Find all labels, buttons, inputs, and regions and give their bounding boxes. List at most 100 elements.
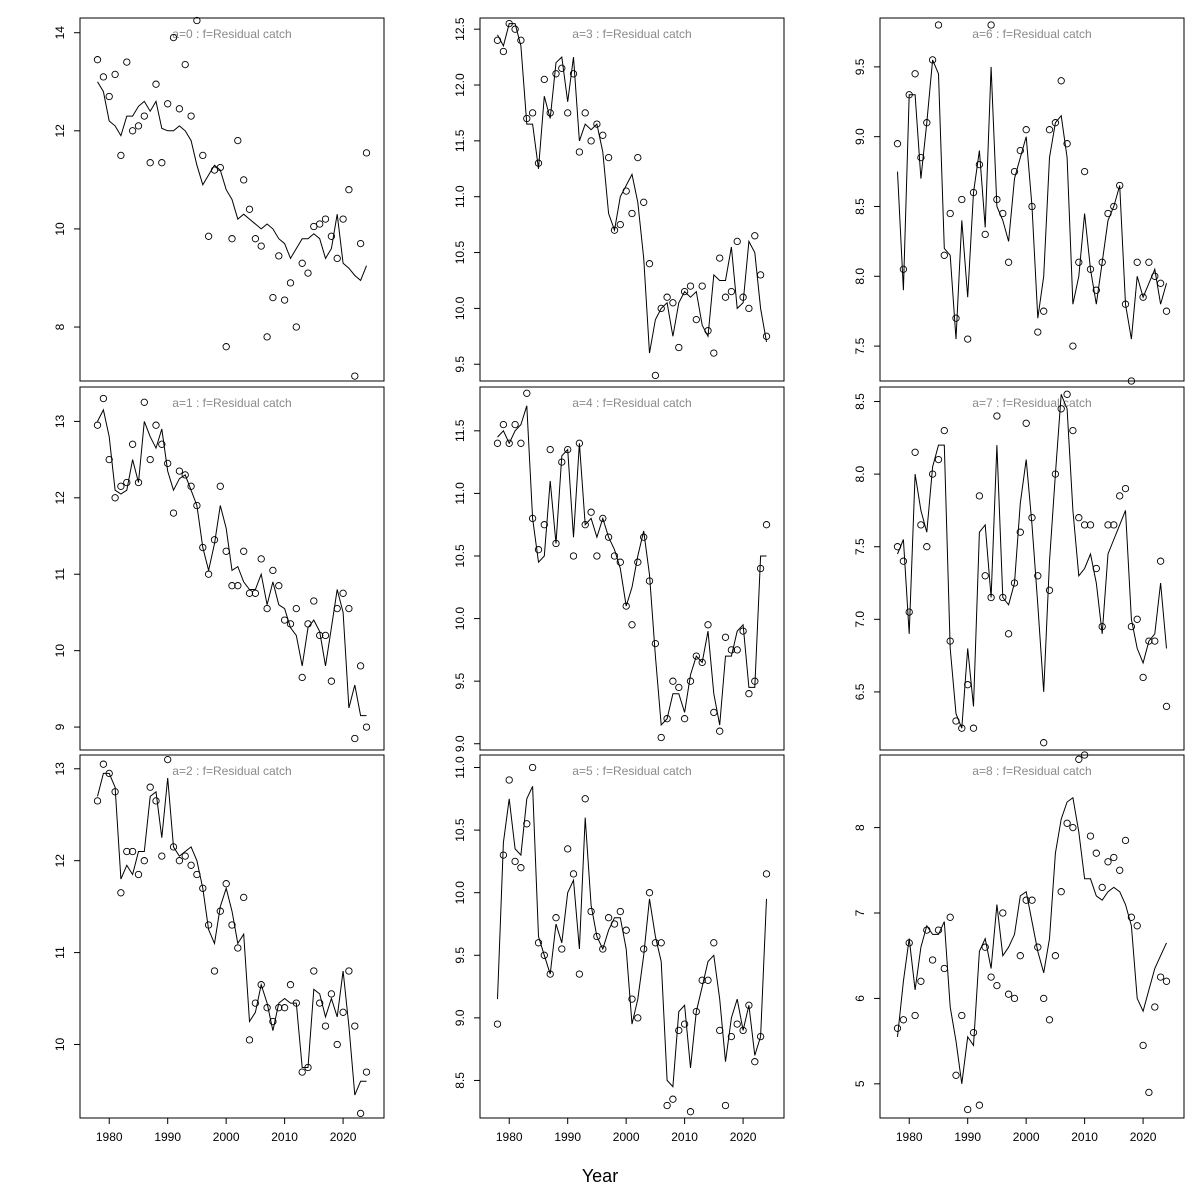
observed-point bbox=[493, 439, 502, 447]
fitted-line bbox=[97, 81, 367, 282]
observed-point bbox=[1098, 258, 1106, 266]
observed-point bbox=[245, 589, 254, 597]
x-tick-label: 2010 bbox=[1071, 1130, 1098, 1144]
observed-point bbox=[1127, 377, 1136, 385]
observed-point bbox=[310, 967, 318, 975]
observed-point bbox=[1092, 849, 1100, 857]
observed-point bbox=[610, 552, 619, 560]
observed-point bbox=[634, 1014, 642, 1022]
observed-point bbox=[716, 254, 724, 262]
y-tick-label: 8 bbox=[853, 824, 867, 831]
observed-point bbox=[269, 1017, 277, 1026]
observed-point bbox=[987, 21, 995, 29]
observed-point bbox=[1116, 866, 1124, 874]
observed-point bbox=[111, 788, 119, 796]
y-tick-label: 8 bbox=[53, 323, 67, 330]
observed-point bbox=[923, 119, 931, 127]
observed-point bbox=[952, 1071, 960, 1079]
observed-point bbox=[234, 944, 242, 952]
observed-point bbox=[1151, 1003, 1159, 1011]
observed-point bbox=[222, 343, 230, 351]
observed-point bbox=[123, 478, 131, 487]
observed-point bbox=[505, 439, 513, 447]
observed-point bbox=[1034, 572, 1042, 580]
observed-point bbox=[333, 1040, 341, 1049]
observed-point bbox=[1022, 126, 1030, 134]
observed-point bbox=[251, 589, 260, 597]
observed-point bbox=[105, 92, 113, 101]
panel-title: a=7 : f=Residual catch bbox=[972, 396, 1091, 410]
observed-point bbox=[558, 458, 566, 466]
observed-point bbox=[987, 593, 995, 602]
observed-point bbox=[698, 282, 706, 290]
observed-point bbox=[710, 939, 718, 947]
fitted-line bbox=[497, 405, 767, 727]
observed-point bbox=[280, 296, 289, 304]
observed-point bbox=[1080, 751, 1089, 759]
panel-7: a=7 : f=Residual catch 6.5 7.0 7.5 8.0 8.5 bbox=[853, 386, 1185, 751]
y-tick-label: 11.0 bbox=[453, 185, 467, 208]
observed-point bbox=[993, 412, 1001, 420]
observed-point bbox=[1156, 973, 1165, 981]
observed-point bbox=[645, 889, 654, 897]
observed-point bbox=[345, 967, 353, 975]
observed-point bbox=[546, 109, 554, 117]
y-tick-label: 12.5 bbox=[453, 17, 467, 41]
observed-point bbox=[622, 926, 630, 934]
observed-point bbox=[105, 769, 113, 778]
observed-point bbox=[222, 880, 230, 888]
observed-point bbox=[351, 734, 359, 743]
observed-point bbox=[599, 945, 607, 953]
panel-frame bbox=[879, 386, 1185, 751]
observed-point bbox=[756, 271, 765, 279]
y-tick-label: 8.0 bbox=[853, 465, 867, 482]
observed-point bbox=[762, 870, 771, 878]
observed-point bbox=[1121, 300, 1130, 308]
observed-point bbox=[923, 926, 931, 934]
panel-frame bbox=[479, 754, 785, 1119]
observed-point bbox=[1028, 202, 1036, 211]
x-tick-label: 2010 bbox=[671, 1130, 698, 1144]
observed-point bbox=[581, 109, 589, 117]
observed-point bbox=[599, 514, 607, 523]
observed-point bbox=[1116, 181, 1124, 190]
observed-point bbox=[1045, 586, 1054, 594]
observed-point bbox=[1022, 896, 1030, 904]
observed-point bbox=[564, 845, 572, 853]
y-tick-label: 13 bbox=[53, 414, 67, 428]
observed-point bbox=[316, 220, 324, 228]
observed-point bbox=[721, 633, 730, 641]
observed-point bbox=[1133, 258, 1141, 266]
observed-point bbox=[651, 639, 660, 648]
x-tick-label: 1980 bbox=[496, 1130, 523, 1144]
observed-point bbox=[1086, 832, 1095, 840]
observed-point bbox=[762, 332, 771, 340]
observed-point bbox=[187, 482, 195, 490]
observed-point bbox=[540, 521, 548, 529]
observed-point bbox=[1162, 977, 1171, 985]
observed-point bbox=[1016, 146, 1024, 155]
observed-point bbox=[692, 1007, 700, 1016]
observed-point bbox=[1010, 167, 1019, 176]
observed-point bbox=[158, 852, 166, 860]
observed-point bbox=[517, 36, 525, 44]
observed-point bbox=[240, 893, 248, 902]
y-tick-label: 7.5 bbox=[853, 538, 867, 555]
observed-point bbox=[975, 492, 984, 500]
observed-point bbox=[517, 439, 525, 447]
observed-point bbox=[280, 616, 289, 624]
observed-point bbox=[1092, 564, 1100, 573]
panel-title: a=3 : f=Residual catch bbox=[572, 27, 691, 41]
panel-frame bbox=[79, 386, 385, 751]
observed-point bbox=[105, 455, 113, 464]
observed-point bbox=[981, 572, 989, 580]
observed-point bbox=[327, 232, 336, 240]
observed-point bbox=[169, 33, 178, 42]
observed-point bbox=[123, 58, 131, 66]
observed-point bbox=[952, 717, 960, 725]
observed-point bbox=[1098, 622, 1106, 631]
observed-point bbox=[1156, 557, 1165, 565]
observed-point bbox=[181, 60, 189, 69]
observed-point bbox=[275, 252, 283, 260]
